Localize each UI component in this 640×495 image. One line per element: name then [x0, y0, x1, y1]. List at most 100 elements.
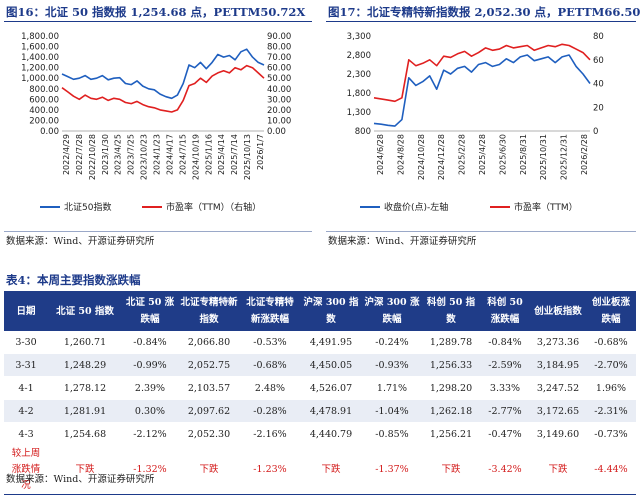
- x-tick-label: 2025/4/28: [478, 134, 487, 175]
- table-cell: 4,450.05: [300, 353, 362, 377]
- table-cell: 1,254.68: [48, 422, 122, 446]
- table-cell: -0.85%: [362, 422, 422, 446]
- table-cell: -2.31%: [586, 399, 636, 423]
- summary-cell: -1.23%: [240, 445, 300, 495]
- table-cell: -0.68%: [586, 331, 636, 354]
- table-cell: 0.30%: [122, 399, 178, 423]
- y-left-tick-label: 800.00: [29, 85, 59, 95]
- y-right-tick-label: 70.00: [267, 53, 291, 63]
- table-cell: 4-2: [4, 399, 48, 423]
- header-zjtx-index: 北证专精特新指数: [178, 291, 240, 331]
- table-cell: 1,298.20: [422, 376, 480, 400]
- table-cell: 1,256.21: [422, 422, 480, 446]
- table-cell: 3,184.95: [530, 353, 586, 377]
- figure16-title: 图16：北证 50 指数报 1,254.68 点，PETTM50.72X: [6, 5, 306, 19]
- y-right-tick-label: 40: [593, 80, 604, 90]
- table-cell: -0.24%: [362, 331, 422, 354]
- table-cell: -0.99%: [122, 353, 178, 377]
- y-right-tick-label: 90.00: [267, 32, 291, 42]
- summary-cell: -1.32%: [122, 445, 178, 495]
- y-left-tick-label: 3,300: [347, 32, 371, 42]
- table-cell: 3-31: [4, 353, 48, 377]
- x-tick-label: 2025/6/30: [498, 134, 507, 175]
- table-cell: 1,278.12: [48, 376, 122, 400]
- summary-cell: 下跌: [48, 445, 122, 495]
- x-tick-label: 2024/8/28: [396, 134, 405, 175]
- y-right-tick-label: 50.00: [267, 74, 291, 84]
- x-tick-label: 2024/4/17: [165, 134, 174, 175]
- series-line-1: [61, 64, 265, 113]
- y-left-tick-label: 1,600.00: [21, 43, 59, 53]
- summary-row: 较上周涨跌情况 下跌 -1.32% 下跌 -1.23% 下跌 -1.37% 下跌 -3.42% 下…: [4, 445, 636, 495]
- series-line-0: [61, 48, 265, 100]
- x-tick-label: 2025/12/31: [560, 134, 569, 180]
- table-cell: 3,273.36: [530, 331, 586, 354]
- summary-cell: 下跌: [300, 445, 362, 495]
- x-tick-label: 2024/12/28: [437, 134, 446, 180]
- legend-label-1: 市盈率（TTM）: [514, 201, 578, 213]
- y-left-tick-label: 600.00: [29, 95, 59, 105]
- figure17-chart: 800 1,300 1,800 2,300 2,800 3,300 0 20 40 60 80 202…: [347, 32, 604, 213]
- table-cell: 1.96%: [586, 376, 636, 400]
- y-left-tick-label: 2,800: [347, 51, 371, 61]
- header-hs300-index: 沪深 300 指数: [300, 291, 362, 331]
- table-row: 3-31 1,248.29 -0.99% 2,052.75 -0.68% 4,450.05…: [4, 353, 636, 377]
- table-cell: -2.12%: [122, 422, 178, 446]
- y-right-tick-label: 0.00: [267, 127, 286, 137]
- x-tick-label: 2024/6/28: [376, 134, 385, 175]
- table-cell: 4,526.07: [300, 376, 362, 400]
- y-left-tick-label: 1,300: [347, 108, 371, 118]
- x-tick-label: 2025/2/28: [458, 134, 467, 175]
- table-cell: 4-3: [4, 422, 48, 446]
- table-cell: -0.47%: [480, 422, 530, 446]
- legend-label-0: 北证50指数: [64, 201, 111, 213]
- table-cell: 3-30: [4, 331, 48, 354]
- y-right-tick-label: 60.00: [267, 64, 291, 74]
- y-right-tick-label: 20.00: [267, 106, 291, 116]
- summary-cell: 下跌: [178, 445, 240, 495]
- table-cell: -0.93%: [362, 353, 422, 377]
- table-header-row: 日期 北证 50 指数 北证 50 涨跌幅 北证专精特新指数 北证专精特新涨跌幅…: [4, 291, 636, 331]
- x-tick-label: 2026/1/7: [256, 134, 265, 170]
- header-cyb-index: 创业板指数: [530, 291, 586, 331]
- table-row: 4-1 1,278.12 2.39% 2,103.57 2.48% 4,526.07 1.7…: [4, 376, 636, 400]
- x-tick-label: 2022/4/29: [62, 134, 71, 175]
- legend-label-0: 收盘价(点)-左轴: [384, 201, 448, 213]
- table-cell: 2,103.57: [178, 376, 240, 400]
- table-cell: -0.84%: [480, 331, 530, 354]
- table-cell: 1,256.33: [422, 353, 480, 377]
- y-right-tick-label: 20: [593, 103, 604, 113]
- x-tick-label: 2023/10/23: [140, 134, 149, 180]
- y-right-tick-label: 10.00: [267, 116, 291, 126]
- x-tick-label: 2025/1/16: [204, 134, 213, 175]
- y-right-tick-label: 60: [593, 56, 604, 66]
- table-row: 3-30 1,260.71 -0.84% 2,066.80 -0.53% 4,491.95…: [4, 331, 636, 354]
- figure16-source: 数据来源：Wind、开源证券研究所: [6, 236, 155, 247]
- header-zjtx-change: 北证专精特新涨跌幅: [240, 291, 300, 331]
- table-cell: -0.68%: [240, 353, 300, 377]
- series-line-0: [373, 54, 591, 127]
- x-tick-label: 2022/7/28: [75, 134, 84, 175]
- y-right-tick-label: 0: [593, 127, 598, 137]
- table-cell: -2.59%: [480, 353, 530, 377]
- summary-cell: -3.42%: [480, 445, 530, 495]
- table-cell: 1,289.78: [422, 331, 480, 354]
- figure16-title-rule: [4, 21, 312, 22]
- table-cell: 1,260.71: [48, 331, 122, 354]
- x-tick-label: 2026/2/28: [580, 134, 589, 175]
- header-hs300-change: 沪深 300 涨跌幅: [362, 291, 422, 331]
- header-cyb-change: 创业板涨跌幅: [586, 291, 636, 331]
- table4-title: 表4：本周主要指数涨跌幅: [6, 273, 141, 287]
- y-left-tick-label: 1,400.00: [21, 53, 59, 63]
- table-cell: 1,262.18: [422, 399, 480, 423]
- y-left-tick-label: 200.00: [29, 116, 59, 126]
- x-tick-label: 2023/1/30: [101, 134, 110, 175]
- table-cell: 2.39%: [122, 376, 178, 400]
- x-tick-label: 2025/10/13: [243, 134, 252, 180]
- y-left-tick-label: 1,200.00: [21, 64, 59, 74]
- y-right-tick-label: 30.00: [267, 95, 291, 105]
- table-cell: -1.04%: [362, 399, 422, 423]
- table-cell: 2,097.62: [178, 399, 240, 423]
- x-tick-label: 2023/7/25: [127, 134, 136, 175]
- x-tick-label: 2025/4/14: [217, 134, 226, 175]
